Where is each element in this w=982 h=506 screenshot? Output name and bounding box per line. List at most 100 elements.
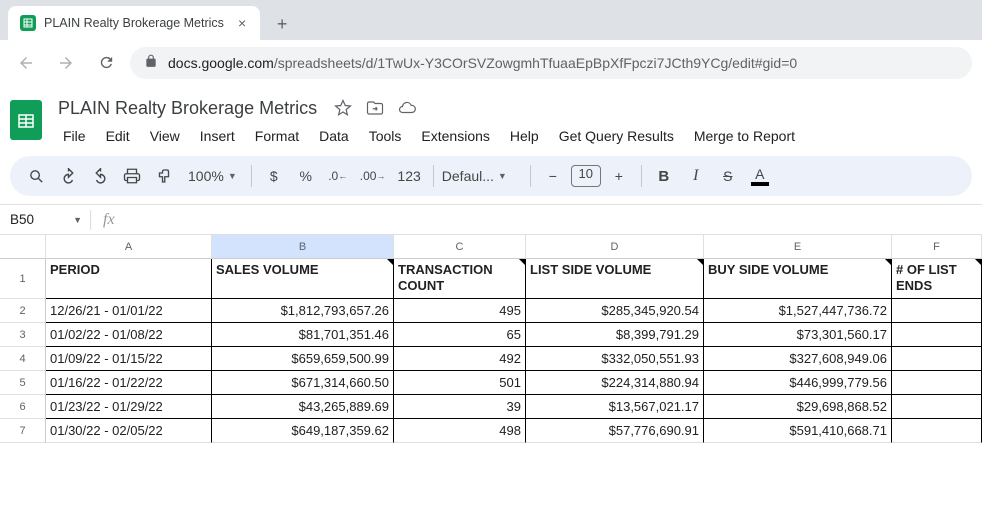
cloud-status-icon[interactable]: [397, 98, 417, 118]
paint-format-button[interactable]: [150, 162, 178, 190]
redo-button[interactable]: [86, 162, 114, 190]
cell[interactable]: $332,050,551.93: [526, 347, 704, 371]
cell[interactable]: 12/26/21 - 01/01/22: [46, 299, 212, 323]
header-cell[interactable]: TRANSACTION COUNT: [394, 259, 526, 299]
font-family-select[interactable]: Defaul...▼: [442, 168, 522, 184]
font-size-decrease[interactable]: −: [539, 162, 567, 190]
decrease-decimal-button[interactable]: .0←: [324, 162, 352, 190]
text-color-button[interactable]: A: [746, 162, 774, 190]
bold-button[interactable]: B: [650, 162, 678, 190]
cell[interactable]: 01/30/22 - 02/05/22: [46, 419, 212, 443]
name-box[interactable]: B50▼: [0, 212, 90, 227]
cell[interactable]: 495: [394, 299, 526, 323]
menu-tools[interactable]: Tools: [360, 124, 411, 148]
cell[interactable]: 01/23/22 - 01/29/22: [46, 395, 212, 419]
cell[interactable]: [892, 395, 982, 419]
undo-button[interactable]: [54, 162, 82, 190]
cell[interactable]: $73,301,560.17: [704, 323, 892, 347]
row-header[interactable]: 3: [0, 323, 46, 347]
format-currency-button[interactable]: $: [260, 162, 288, 190]
row-header[interactable]: 4: [0, 347, 46, 371]
cell[interactable]: $1,812,793,657.26: [212, 299, 394, 323]
format-123-button[interactable]: 123: [393, 162, 424, 190]
cell[interactable]: $327,608,949.06: [704, 347, 892, 371]
cell[interactable]: $224,314,880.94: [526, 371, 704, 395]
menu-help[interactable]: Help: [501, 124, 548, 148]
search-menus-icon[interactable]: [22, 162, 50, 190]
menu-insert[interactable]: Insert: [191, 124, 244, 148]
column-header-C[interactable]: C: [394, 235, 526, 259]
cell[interactable]: 01/02/22 - 01/08/22: [46, 323, 212, 347]
close-tab-icon[interactable]: ×: [238, 15, 246, 31]
header-cell[interactable]: LIST SIDE VOLUME: [526, 259, 704, 299]
cell[interactable]: $671,314,660.50: [212, 371, 394, 395]
cell[interactable]: $649,187,359.62: [212, 419, 394, 443]
menu-get-query-results[interactable]: Get Query Results: [550, 124, 683, 148]
header-cell[interactable]: SALES VOLUME: [212, 259, 394, 299]
row-header[interactable]: 1: [0, 259, 46, 299]
header-cell[interactable]: BUY SIDE VOLUME: [704, 259, 892, 299]
cell[interactable]: $57,776,690.91: [526, 419, 704, 443]
cell[interactable]: [892, 419, 982, 443]
cell[interactable]: $591,410,668.71: [704, 419, 892, 443]
forward-button[interactable]: [50, 47, 82, 79]
format-percent-button[interactable]: %: [292, 162, 320, 190]
column-header-A[interactable]: A: [46, 235, 212, 259]
cell[interactable]: 498: [394, 419, 526, 443]
cell[interactable]: 01/16/22 - 01/22/22: [46, 371, 212, 395]
font-size-increase[interactable]: +: [605, 162, 633, 190]
font-size-input[interactable]: 10: [571, 165, 601, 187]
menu-file[interactable]: File: [54, 124, 95, 148]
row-header[interactable]: 7: [0, 419, 46, 443]
cell[interactable]: 01/09/22 - 01/15/22: [46, 347, 212, 371]
cell[interactable]: $659,659,500.99: [212, 347, 394, 371]
cell[interactable]: 65: [394, 323, 526, 347]
address-bar[interactable]: docs.google.com/spreadsheets/d/1TwUx-Y3C…: [130, 47, 972, 79]
doc-title[interactable]: PLAIN Realty Brokerage Metrics: [54, 96, 321, 121]
cell[interactable]: 492: [394, 347, 526, 371]
increase-decimal-button[interactable]: .00→: [356, 162, 390, 190]
menu-data[interactable]: Data: [310, 124, 358, 148]
print-button[interactable]: [118, 162, 146, 190]
spreadsheet-grid: ABCDEF 1PERIODSALES VOLUMETRANSACTION CO…: [0, 234, 982, 443]
header-cell[interactable]: # OF LIST ENDS: [892, 259, 982, 299]
column-header-B[interactable]: B: [212, 235, 394, 259]
strikethrough-button[interactable]: S: [714, 162, 742, 190]
cell[interactable]: $446,999,779.56: [704, 371, 892, 395]
star-icon[interactable]: [333, 98, 353, 118]
new-tab-button[interactable]: +: [268, 10, 296, 38]
header-cell[interactable]: PERIOD: [46, 259, 212, 299]
cell[interactable]: [892, 347, 982, 371]
reload-button[interactable]: [90, 47, 122, 79]
row-header[interactable]: 5: [0, 371, 46, 395]
sheets-logo[interactable]: [6, 94, 46, 148]
column-header-D[interactable]: D: [526, 235, 704, 259]
cell[interactable]: 501: [394, 371, 526, 395]
italic-button[interactable]: I: [682, 162, 710, 190]
cell[interactable]: $1,527,447,736.72: [704, 299, 892, 323]
cell[interactable]: $8,399,791.29: [526, 323, 704, 347]
cell[interactable]: [892, 371, 982, 395]
column-header-F[interactable]: F: [892, 235, 982, 259]
back-button[interactable]: [10, 47, 42, 79]
menu-view[interactable]: View: [141, 124, 189, 148]
row-header[interactable]: 6: [0, 395, 46, 419]
menu-merge-to-report[interactable]: Merge to Report: [685, 124, 804, 148]
row-header[interactable]: 2: [0, 299, 46, 323]
cell[interactable]: [892, 299, 982, 323]
cell[interactable]: [892, 323, 982, 347]
menu-format[interactable]: Format: [246, 124, 308, 148]
column-header-E[interactable]: E: [704, 235, 892, 259]
browser-tab[interactable]: PLAIN Realty Brokerage Metrics ×: [8, 6, 260, 40]
cell[interactable]: $285,345,920.54: [526, 299, 704, 323]
menu-extensions[interactable]: Extensions: [412, 124, 498, 148]
menu-edit[interactable]: Edit: [97, 124, 139, 148]
zoom-select[interactable]: 100%▼: [182, 168, 243, 184]
cell[interactable]: $13,567,021.17: [526, 395, 704, 419]
cell[interactable]: 39: [394, 395, 526, 419]
cell[interactable]: $43,265,889.69: [212, 395, 394, 419]
select-all-corner[interactable]: [0, 235, 46, 259]
move-folder-icon[interactable]: [365, 98, 385, 118]
cell[interactable]: $81,701,351.46: [212, 323, 394, 347]
cell[interactable]: $29,698,868.52: [704, 395, 892, 419]
